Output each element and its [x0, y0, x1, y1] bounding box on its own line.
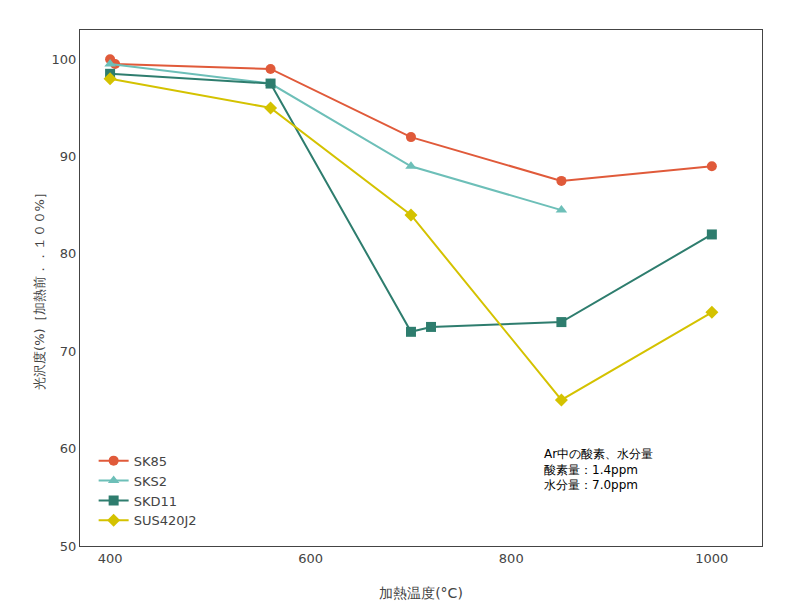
svg-text:1000: 1000 [695, 551, 728, 566]
svg-text:光沢度(%)［加熱前．．１００%］: 光沢度(%)［加熱前．．１００%］ [32, 186, 47, 390]
svg-text:SK85: SK85 [134, 454, 167, 469]
svg-text:70: 70 [60, 344, 77, 359]
svg-text:SKS2: SKS2 [134, 474, 167, 489]
svg-text:60: 60 [60, 441, 77, 456]
svg-text:加熱温度(°C): 加熱温度(°C) [379, 585, 463, 601]
svg-text:100: 100 [52, 52, 77, 67]
svg-text:90: 90 [60, 149, 77, 164]
svg-text:50: 50 [60, 539, 77, 554]
svg-text:SUS420J2: SUS420J2 [134, 513, 197, 528]
svg-text:SKD11: SKD11 [134, 494, 177, 509]
svg-text:400: 400 [98, 551, 123, 566]
svg-text:600: 600 [298, 551, 323, 566]
svg-text:Ar中の酸素、水分量酸素量：1.4ppm水分量：7.0ppm: Ar中の酸素、水分量酸素量：1.4ppm水分量：7.0ppm [544, 447, 653, 492]
svg-text:80: 80 [60, 246, 77, 261]
svg-text:800: 800 [499, 551, 524, 566]
